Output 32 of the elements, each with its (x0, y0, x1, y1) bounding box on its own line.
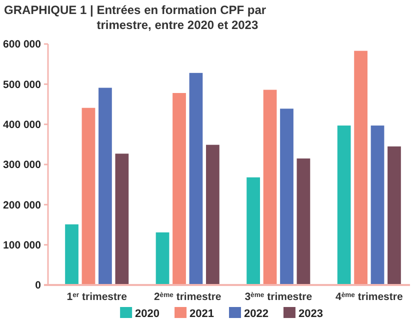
legend-label: 2022 (244, 308, 268, 320)
x-tick-label: 2$^{ème}$ trimestre (154, 291, 222, 303)
legend-label: 2021 (190, 308, 214, 320)
legend-label: 2020 (135, 308, 160, 320)
bar (280, 108, 294, 285)
bar (115, 154, 129, 285)
bar (246, 177, 260, 285)
y-tick-label: 0 (35, 280, 42, 292)
bar (206, 144, 220, 285)
legend-label: 2023 (298, 308, 323, 320)
y-tick-label: 100 000 (3, 240, 42, 252)
y-tick-label: 300 000 (3, 159, 42, 172)
bar (189, 72, 203, 285)
y-tick-label: 500 000 (3, 78, 42, 91)
bar (172, 93, 186, 285)
bar (337, 126, 351, 285)
bar (65, 224, 78, 285)
bar (388, 146, 401, 285)
x-tick-label: 1$^{er}$ trimestre (66, 291, 128, 303)
y-tick-label: 600 000 (3, 38, 42, 51)
x-tick-label: 3$^{ème}$ trimestre (244, 291, 312, 303)
bar (354, 50, 368, 285)
x-tick-label: 4$^{ème}$ trimestre (335, 291, 403, 303)
bar (82, 108, 96, 285)
bar (370, 126, 384, 285)
bar (156, 232, 170, 285)
bar (98, 88, 112, 285)
y-tick-label: 200 000 (3, 199, 42, 212)
bar (296, 158, 310, 285)
chart-title: GRAPHIQUE 1 | Entrées en formation CPF par trimestre, entre 2020 et 2023 (4, 3, 266, 32)
bar (263, 90, 277, 285)
y-tick-label: 400 000 (3, 119, 42, 132)
